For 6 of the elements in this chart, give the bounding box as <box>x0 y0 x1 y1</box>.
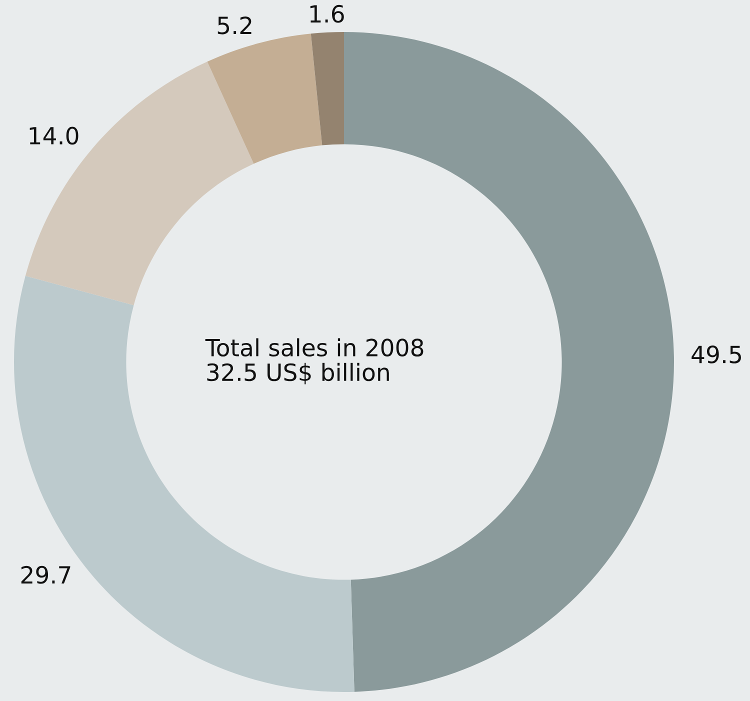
data-label: 49.5 <box>692 346 741 364</box>
data-label: 5.2 <box>218 16 252 34</box>
text: Total sales in 2008 32.5 US$ billion <box>205 338 424 384</box>
data-label: 1.6 <box>310 4 344 23</box>
data-label: 29.7 <box>21 566 70 584</box>
data-label: 14.0 <box>30 126 78 145</box>
